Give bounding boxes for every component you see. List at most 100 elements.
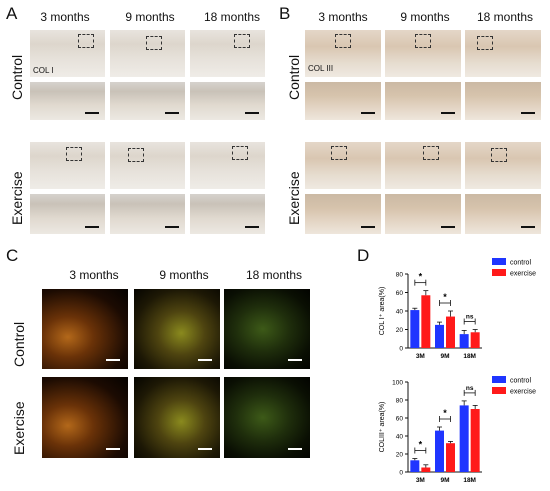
histology-image [190,142,265,189]
histology-zoom-image [190,82,265,120]
y-tick-label: 60 [396,416,404,423]
x-tick-label: 3M [416,477,425,484]
bar [459,405,469,472]
histology-image [385,30,461,77]
x-tick-label: 18M [463,477,476,484]
significance-label: * [443,292,447,302]
histology-zoom-image [30,82,105,120]
histology-zoom-image [110,194,185,234]
zoom-region-box [423,146,439,160]
zoom-region-box [232,146,248,160]
histology-zoom-image [110,82,185,120]
y-tick-label: 0 [399,470,403,477]
legend-label: exercise [510,389,536,396]
significance-label: * [443,408,447,418]
y-tick-label: 0 [399,346,403,353]
panel-c-col-9m: 9 months [159,268,209,282]
y-tick-label: 20 [396,327,404,334]
zoom-region-box [234,34,250,48]
histology-image [465,30,541,77]
y-axis-label: COLIII⁺ area(%) [379,402,386,453]
chart-col1: 0 20 40 60 80 COL I⁺ area(%) * 3M * 9M ns 18M contro… [379,258,536,360]
bar [410,310,420,348]
histology-zoom-image [385,194,461,234]
bar [421,295,431,348]
stain-label: COL I [33,66,54,75]
panel-b-col-3m: 3 months [318,10,368,24]
panel-b-row-exercise: Exercise [286,171,302,225]
zoom-region-box [66,147,82,161]
panel-c-row-control: Control [11,321,27,367]
zoom-region-box [146,36,162,50]
panel-b-row-control: Control [286,54,302,100]
y-tick-label: 40 [396,309,404,316]
legend-label: control [510,378,531,385]
polarized-image [42,377,128,458]
scale-bar [441,226,455,228]
bar [435,430,444,472]
histology-image [30,142,105,189]
scale-bar [198,448,212,450]
bar [470,409,480,472]
x-tick-label: 3M [416,353,425,360]
panel-b-label: B [279,4,291,23]
legend-swatch [492,258,506,265]
bar [446,316,455,348]
zoom-region-box [78,34,94,48]
histology-image [110,142,185,189]
panel-b-col-18m: 18 months [476,10,534,24]
histology-image [190,30,265,77]
y-tick-label: 60 [396,290,404,297]
histology-image [465,142,541,189]
zoom-region-box [415,34,431,48]
scale-bar [85,112,99,114]
scale-bar [441,112,455,114]
x-tick-label: 9M [440,477,449,484]
scale-bar [361,226,375,228]
polarized-image [42,289,128,369]
legend-label: control [510,260,531,267]
panel-c-label: C [6,246,19,265]
bar [435,324,444,348]
panel-a-col-9m: 9 months [125,10,175,24]
y-axis-label: COL I⁺ area(%) [379,287,386,336]
panel-a-col-18m: 18 months [203,10,261,24]
zoom-region-box [491,148,507,162]
panel-a-row-control: Control [9,54,25,100]
polarized-image [224,289,310,369]
scale-bar [288,448,302,450]
scale-bar [198,359,212,361]
scale-bar [521,226,535,228]
bar [410,460,420,472]
panel-c-col-18m: 18 months [245,268,303,282]
legend-swatch [492,376,506,383]
histology-image [385,142,461,189]
significance-label: ns [466,314,474,321]
histology-image: COL I [30,30,105,77]
y-tick-label: 20 [396,452,404,459]
bar [446,443,455,472]
stain-label: COL III [308,64,334,73]
polarized-image [224,377,310,458]
histology-zoom-image [385,82,461,120]
scale-bar [521,112,535,114]
y-tick-label: 80 [396,398,404,405]
polarized-image [134,289,220,369]
histology-image [110,30,185,77]
scale-bar [245,112,259,114]
scale-bar [106,359,120,361]
histology-zoom-image [190,194,265,234]
histology-zoom-image [305,82,381,120]
scale-bar [288,359,302,361]
x-tick-label: 18M [463,353,476,360]
legend-swatch [492,387,506,394]
significance-label: * [419,272,423,282]
histology-zoom-image [30,194,105,234]
zoom-region-box [335,34,351,48]
panel-c-col-3m: 3 months [69,268,119,282]
scale-bar [165,112,179,114]
zoom-region-box [477,36,493,50]
significance-label: ns [466,385,474,392]
legend-label: exercise [510,271,536,278]
histology-zoom-image [465,82,541,120]
